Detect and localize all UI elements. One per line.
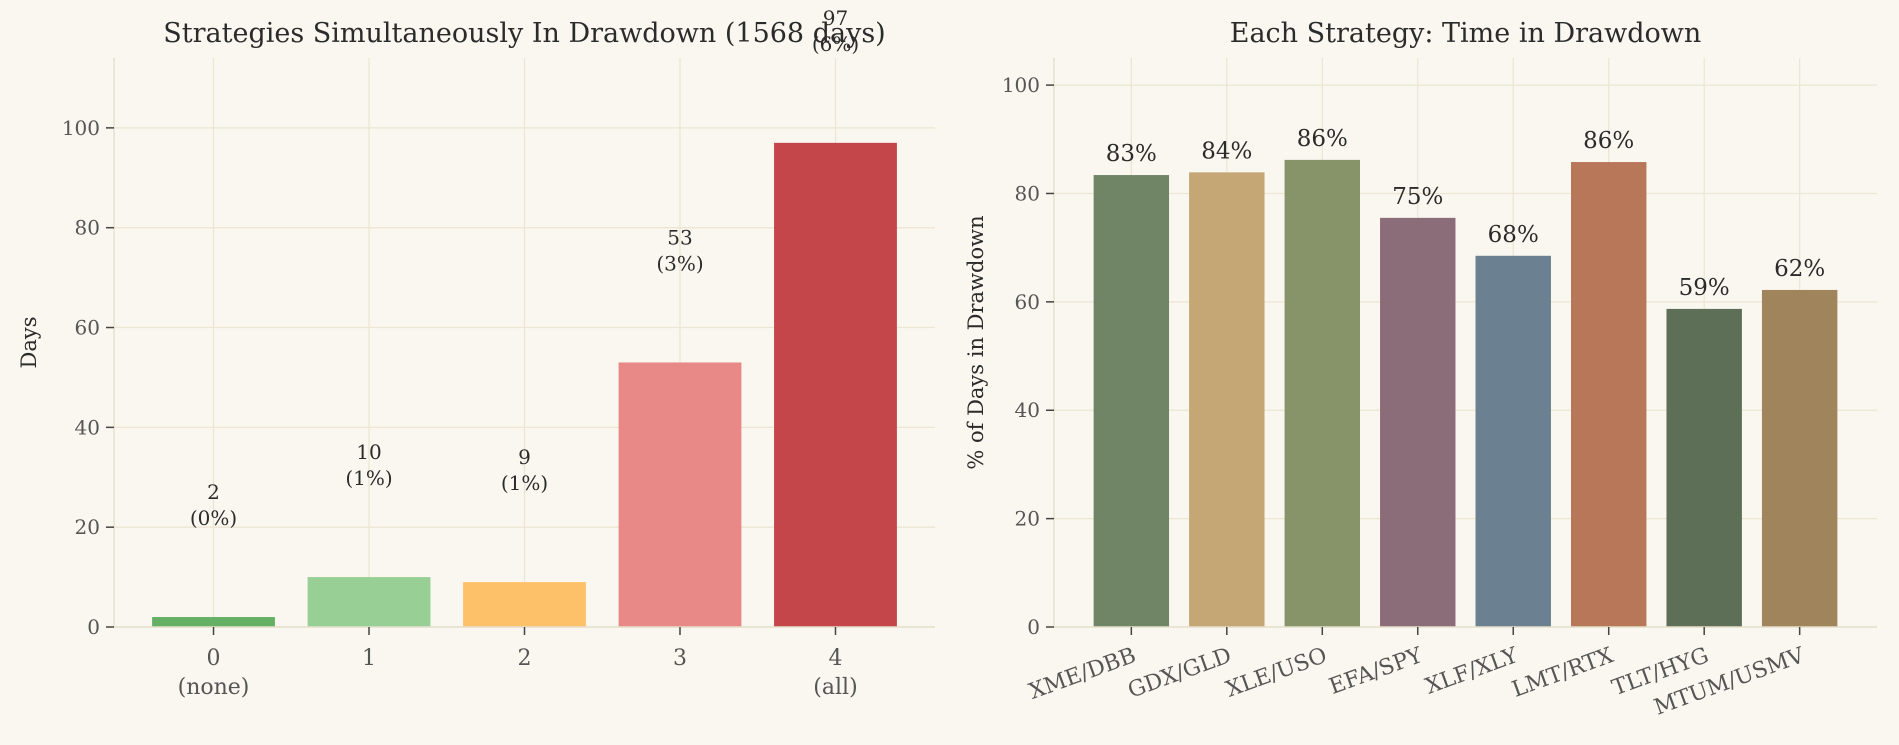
- bar-data-label-line: (0%): [190, 506, 237, 530]
- bar-data-label-line: 2: [207, 480, 220, 504]
- x-tick-label: GDX/GLD: [1125, 643, 1235, 703]
- y-tick-label: 80: [1015, 181, 1040, 205]
- bar-6: [1666, 308, 1742, 627]
- x-tick-label-line: 1: [362, 646, 376, 671]
- x-tick-label: 1: [362, 646, 376, 671]
- bar-data-label: 75%: [1392, 184, 1443, 210]
- bar-0: [152, 617, 275, 627]
- bar-data-label: 86%: [1583, 128, 1634, 154]
- x-tick-label: 4 (all): [813, 646, 857, 700]
- bar-3: [1380, 217, 1456, 627]
- x-tick-label: 3: [673, 646, 687, 671]
- x-tick-label-line: 0: [207, 646, 221, 671]
- y-tick-label: 0: [1027, 615, 1040, 639]
- bar-data-label: 53 (3%): [656, 225, 703, 275]
- y-tick-label: 0: [87, 615, 100, 639]
- bar-data-label: 10 (1%): [345, 440, 392, 490]
- x-tick-label: XME/DBB: [1026, 643, 1139, 705]
- y-tick-label: 40: [1015, 398, 1040, 422]
- bar-data-label: 97 (6%): [812, 6, 859, 56]
- bar-4: [1475, 255, 1551, 628]
- bar-data-label: 9 (1%): [501, 445, 548, 495]
- bar-2: [1284, 159, 1360, 627]
- x-tick-label: 0 (none): [178, 646, 250, 700]
- x-tick-label: LMT/RTX: [1509, 643, 1617, 703]
- x-tick-label-line: 3: [673, 646, 687, 671]
- bar-1: [1189, 172, 1265, 627]
- chart-title: Strategies Simultaneously In Drawdown (1…: [163, 18, 885, 49]
- bar-data-label: 86%: [1297, 126, 1348, 152]
- bar-4: [774, 142, 897, 627]
- y-axis-title: % of Days in Drawdown: [964, 215, 988, 469]
- x-tick-label: XLE/USO: [1223, 643, 1331, 703]
- x-tick-label: EFA/SPY: [1326, 643, 1426, 700]
- bar-7: [1761, 289, 1838, 627]
- bar-data-label: 2 (0%): [190, 480, 237, 530]
- bar-5: [1571, 162, 1647, 627]
- bar-data-label-line: 9: [518, 445, 531, 469]
- bar-data-label-line: (3%): [656, 251, 703, 275]
- x-tick-label: XLF/XLY: [1422, 643, 1522, 700]
- bar-data-label-line: (1%): [501, 471, 548, 495]
- y-tick-label: 60: [75, 316, 100, 340]
- x-tick-label-line: (all): [813, 675, 857, 700]
- bar-data-label: 62%: [1774, 256, 1825, 282]
- y-tick-label: 20: [1015, 507, 1040, 531]
- bar-data-label-line: 53: [667, 225, 692, 249]
- y-tick-label: 100: [62, 116, 100, 140]
- chart-title: Each Strategy: Time in Drawdown: [1230, 18, 1702, 49]
- right-chart-panel: 0 20 40 60 80 100 XME/DBBGDX/GLDXLE/USOEFA/SPY…: [964, 18, 1877, 721]
- x-tick-label-line: (none): [178, 675, 250, 700]
- x-tick-label-line: 4: [828, 646, 842, 671]
- x-tick-label: 2: [518, 646, 532, 671]
- bar-data-label-line: (6%): [812, 32, 859, 56]
- bar-data-label: 68%: [1488, 222, 1539, 248]
- bar-data-label: 59%: [1679, 275, 1730, 301]
- bar-data-label: 84%: [1201, 138, 1252, 164]
- bar-2: [463, 582, 586, 627]
- y-tick-label: 20: [75, 515, 100, 539]
- bar-1: [307, 577, 431, 627]
- bar-data-label: 83%: [1106, 141, 1157, 167]
- bar-data-label-line: 97: [823, 6, 848, 30]
- bar-0: [1093, 175, 1170, 627]
- bar-data-label-line: 10: [356, 440, 381, 464]
- y-tick-label: 60: [1015, 290, 1040, 314]
- y-tick-label: 100: [1002, 73, 1040, 97]
- bar-data-label-line: (1%): [345, 466, 392, 490]
- y-axis-title: Days: [17, 317, 41, 369]
- y-tick-label: 40: [75, 415, 100, 439]
- y-tick-label: 80: [75, 216, 100, 240]
- x-tick-label-line: 2: [518, 646, 532, 671]
- bar-3: [618, 362, 742, 627]
